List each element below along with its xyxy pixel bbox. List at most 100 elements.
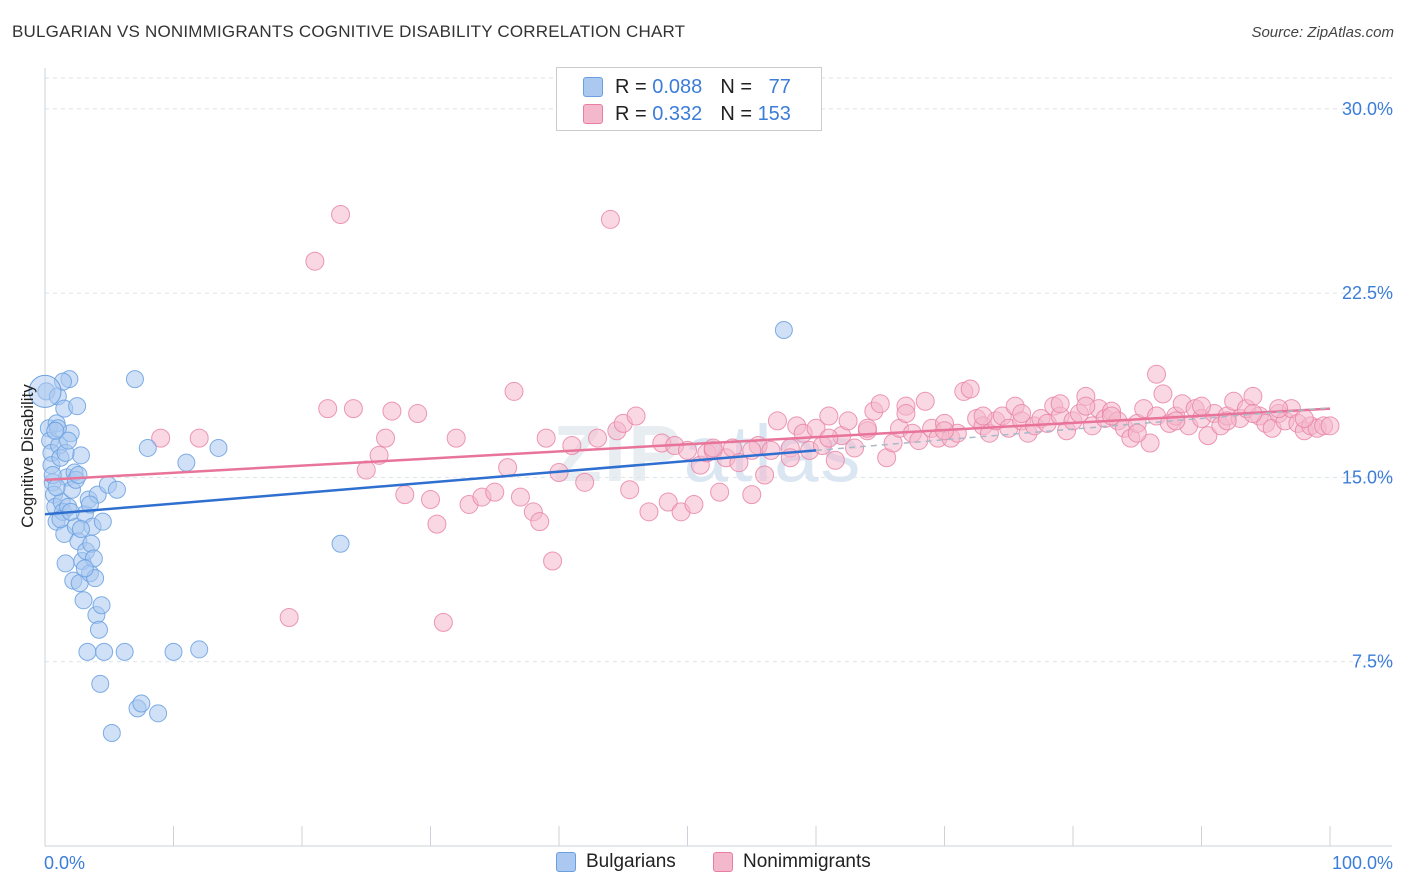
bulgarian-point — [59, 431, 78, 450]
bulgarian-point — [80, 495, 99, 514]
bulgarian-point — [138, 438, 157, 457]
legend-n-value: 77 — [768, 75, 791, 98]
bulgarian-point — [71, 520, 90, 539]
y-tick-label: 30.0% — [1342, 99, 1393, 119]
chart-title: BULGARIAN VS NONIMMIGRANTS COGNITIVE DIS… — [12, 22, 686, 41]
bulgarian-point — [331, 534, 350, 553]
bulgarian-point — [164, 642, 183, 661]
nonimmigrant-point — [331, 205, 351, 225]
bulgarians-trend-line — [44, 449, 817, 516]
nonimmigrant-point — [1269, 399, 1289, 419]
bulgarian-point — [75, 559, 94, 578]
nonimmigrant-point — [915, 391, 935, 411]
nonimmigrant-point — [639, 502, 659, 522]
source-label[interactable]: Source: ZipAtlas.com — [1251, 24, 1394, 41]
nonimmigrants-points — [151, 205, 1340, 632]
nonimmigrant-point — [1012, 404, 1032, 424]
nonimmigrant-point — [1294, 408, 1314, 428]
nonimmigrant-point — [710, 482, 730, 502]
bulgarian-point-large — [28, 374, 62, 408]
nonimmigrant-point — [543, 551, 563, 571]
nonimmigrant-point — [761, 440, 781, 460]
y-tick-label: 7.5% — [1352, 652, 1393, 672]
nonimmigrant-point — [510, 487, 530, 507]
bulgarian-point — [190, 640, 209, 659]
nonimmigrant-point — [825, 450, 845, 470]
nonimmigrant-point — [382, 401, 402, 421]
nonimmigrant-point — [626, 406, 646, 426]
nonimmigrant-point — [189, 428, 209, 448]
bulgarian-point — [93, 512, 112, 531]
nonimmigrant-point — [896, 404, 916, 424]
bulgarians-points — [28, 321, 793, 742]
legend-r-value: 0.332 — [652, 102, 703, 125]
nonimmigrant-point — [1198, 426, 1218, 446]
nonimmigrant-point — [1050, 394, 1070, 414]
nonimmigrant-point — [1140, 433, 1160, 453]
legend-n-value: 153 — [757, 102, 791, 125]
nonimmigrant-point — [279, 607, 299, 627]
nonimmigrant-point — [408, 404, 428, 424]
nonimmigrant-point — [1076, 396, 1096, 416]
bulgarian-point — [89, 620, 108, 639]
nonimmigrant-point — [678, 440, 697, 460]
legend-swatch-blue — [583, 77, 603, 97]
trend-lines — [44, 407, 1331, 516]
bulgarian-point — [774, 321, 793, 339]
nonimmigrant-point — [356, 460, 376, 480]
nonimmigrant-point — [684, 494, 704, 514]
legend-r-value: 0.088 — [652, 75, 703, 98]
nonimmigrant-point — [819, 406, 839, 426]
legend-row-nonimmigrants: R = 0.332 N = 153 — [557, 101, 791, 127]
nonimmigrant-point — [658, 492, 678, 512]
legend-r-label: R = — [615, 102, 647, 125]
bulgarian-point — [69, 465, 88, 484]
nonimmigrant-point — [620, 480, 640, 500]
nonimmigrant-point — [1320, 416, 1340, 436]
nonimmigrant-point — [755, 465, 775, 485]
nonimmigrant-point — [498, 458, 518, 478]
nonimmigrant-point — [1192, 396, 1211, 416]
bottom-legend-nonimmigrants[interactable]: Nonimmigrants — [713, 851, 871, 873]
legend-swatch-pink — [583, 104, 603, 124]
bulgarian-point — [149, 704, 168, 723]
bulgarian-point — [47, 478, 66, 497]
nonimmigrant-point — [318, 399, 338, 419]
bulgarian-point — [177, 453, 196, 472]
bulgarian-point — [46, 421, 65, 440]
bulgarian-point — [78, 642, 97, 661]
nonimmigrant-point — [1153, 384, 1173, 404]
nonimmigrant-point — [600, 209, 620, 229]
bulgarian-point — [132, 694, 151, 713]
bulgarian-point — [125, 370, 144, 389]
bulgarian-point — [82, 534, 101, 553]
y-axis-label: Cognitive Disability — [18, 384, 37, 528]
bulgarian-point — [92, 596, 111, 615]
nonimmigrant-point — [1243, 386, 1263, 406]
nonimmigrants-trend-line — [44, 407, 1331, 482]
bulgarian-point — [71, 446, 90, 465]
bulgarian-point — [102, 723, 121, 742]
nonimmigrant-point — [973, 406, 993, 426]
nonimmigrant-point — [369, 445, 389, 465]
bulgarian-point — [95, 642, 114, 661]
nonimmigrant-point — [742, 485, 762, 505]
grid-lines — [45, 77, 1392, 663]
nonimmigrant-point — [151, 428, 171, 448]
nonimmigrant-point — [343, 399, 363, 419]
nonimmigrant-point — [1127, 423, 1147, 443]
nonimmigrant-point — [838, 411, 858, 431]
y-tick-label: 22.5% — [1342, 283, 1393, 303]
bulgarian-point — [74, 591, 93, 610]
nonimmigrant-point — [504, 381, 524, 401]
x-tick-label: 0.0% — [44, 853, 85, 873]
nonimmigrant-point — [575, 472, 595, 492]
legend: R = 0.088 N = 77 R = 0.332 N = 153 — [556, 67, 822, 131]
bottom-legend-bulgarians[interactable]: Bulgarians — [556, 851, 676, 873]
bottom-swatch-pink — [713, 852, 733, 872]
y-tick-label: 15.0% — [1342, 467, 1393, 487]
nonimmigrant-point — [305, 251, 325, 271]
nonimmigrant-point — [960, 379, 980, 399]
bulgarian-point — [115, 642, 134, 661]
